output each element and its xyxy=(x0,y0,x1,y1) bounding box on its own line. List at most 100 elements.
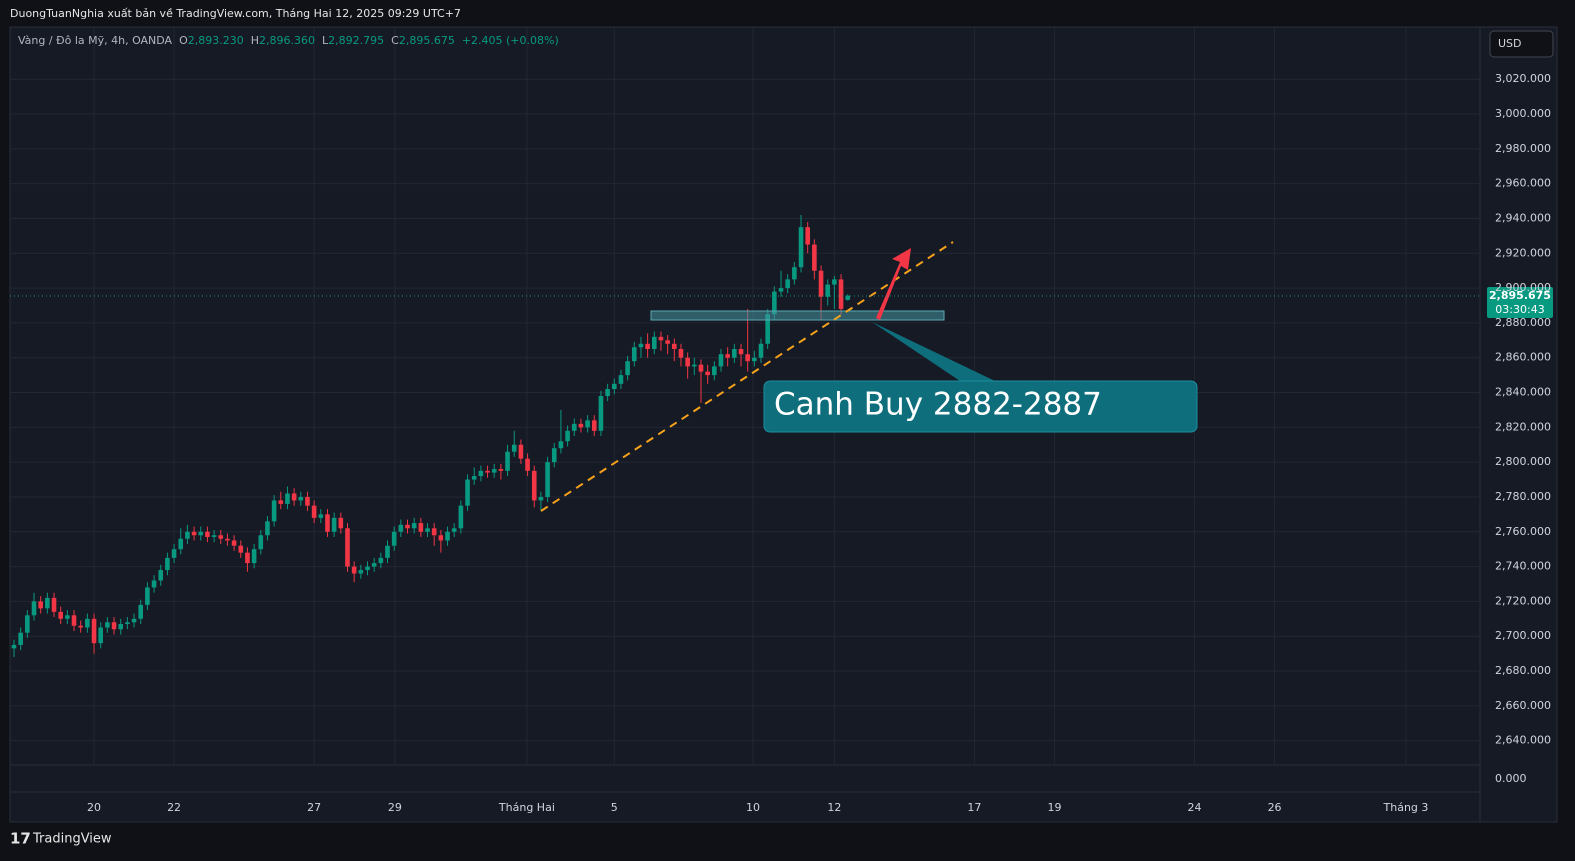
candle-body xyxy=(178,538,184,550)
callout-text: Canh Buy 2882-2887 xyxy=(774,387,1102,423)
x-tick-label: 19 xyxy=(1047,801,1061,814)
candle-body xyxy=(298,496,304,501)
candle-body xyxy=(198,531,204,536)
countdown: 03:30:43 xyxy=(1495,303,1544,316)
candle-body xyxy=(358,570,364,574)
y-tick-label: 2,880.000 xyxy=(1495,316,1551,329)
candle-body xyxy=(171,549,177,558)
y-tick-label: 2,860.000 xyxy=(1495,351,1551,364)
candle-body xyxy=(445,531,450,541)
x-tick-label: 29 xyxy=(388,801,402,814)
l-value: 2,892.795 xyxy=(328,34,385,47)
candle-body xyxy=(772,291,777,315)
candle-body xyxy=(265,521,270,536)
candle-body xyxy=(25,615,30,633)
candle-body xyxy=(211,535,217,537)
candle-body xyxy=(365,566,370,571)
y-tick-label: 2,780.000 xyxy=(1495,490,1551,503)
candle-body xyxy=(351,566,357,574)
candle-body xyxy=(98,627,104,644)
candle-body xyxy=(818,270,824,297)
candle-body xyxy=(438,535,444,541)
x-tick-label: Tháng Hai xyxy=(498,801,555,814)
candle-body xyxy=(138,604,144,619)
candle-body xyxy=(338,517,344,529)
candle-body xyxy=(545,462,550,497)
candle-body xyxy=(692,364,697,367)
candle-body xyxy=(405,524,410,529)
candle-body xyxy=(558,441,564,449)
last-price: 2,895.675 xyxy=(1489,289,1551,302)
candle-body xyxy=(431,528,437,536)
candle-body xyxy=(505,451,510,471)
candle-body xyxy=(391,531,397,546)
change: +2.405 (+0.08%) xyxy=(461,34,559,47)
candle-body xyxy=(578,423,584,428)
candle-body xyxy=(31,601,37,616)
candle-body xyxy=(118,624,124,630)
candle-body xyxy=(105,622,110,628)
candle-body xyxy=(638,343,644,348)
y-tick-label: 2,980.000 xyxy=(1495,142,1551,155)
x-tick-label: 24 xyxy=(1188,801,1202,814)
candle-body xyxy=(318,514,324,518)
candle-body xyxy=(732,349,737,358)
x-tick-label: 22 xyxy=(167,801,181,814)
x-tick-label: 17 xyxy=(967,801,981,814)
candle-body xyxy=(311,505,317,518)
candle-body xyxy=(258,535,264,550)
candle-body xyxy=(565,430,570,442)
candle-body xyxy=(11,644,17,649)
candle-body xyxy=(238,545,244,553)
y-tick-label: 3,000.000 xyxy=(1495,107,1551,120)
l-key: L xyxy=(322,34,329,47)
candle-body xyxy=(411,523,417,529)
o-value: 2,893.230 xyxy=(187,34,244,47)
candle-body xyxy=(271,500,277,522)
candle-body xyxy=(778,288,784,292)
y-tick-label: 2,680.000 xyxy=(1495,664,1551,677)
candle-body xyxy=(418,523,424,532)
c-value: 2,895.675 xyxy=(398,34,455,47)
candle-body xyxy=(371,563,377,567)
x-tick-label: 20 xyxy=(87,801,101,814)
candle-body xyxy=(718,354,724,367)
candle-body xyxy=(65,615,70,619)
candle-body xyxy=(518,444,524,459)
candle-body xyxy=(752,357,757,362)
currency-button[interactable] xyxy=(1489,30,1554,58)
buy-zone xyxy=(650,310,945,321)
symbol: Vàng / Đô la Mỹ, 4h, OANDA xyxy=(18,34,173,47)
candle-body xyxy=(465,479,470,506)
h-value: 2,896.360 xyxy=(259,34,316,47)
candle-body xyxy=(825,284,831,297)
candle-body xyxy=(598,396,604,431)
candle-body xyxy=(651,336,657,350)
y-tick-label: 2,660.000 xyxy=(1495,699,1551,712)
candle-body xyxy=(285,493,290,504)
c-key: C xyxy=(391,34,399,47)
callout-box xyxy=(763,380,1198,433)
candle-body xyxy=(685,357,690,367)
candle-body xyxy=(792,267,797,280)
candle-body xyxy=(832,279,837,285)
x-tick-label: 27 xyxy=(307,801,321,814)
candle-body xyxy=(605,389,610,396)
brand: TradingView xyxy=(32,832,112,847)
candle-body xyxy=(331,517,337,532)
candle-body xyxy=(625,361,630,376)
y-tick-label: 2,640.000 xyxy=(1495,734,1551,747)
candle-body xyxy=(678,349,684,358)
candle-body xyxy=(631,347,637,362)
candle-body xyxy=(491,469,497,473)
candle-body xyxy=(225,538,230,541)
candle-body xyxy=(325,514,330,532)
y-tick-label: 2,840.000 xyxy=(1495,386,1551,399)
currency[interactable]: USD xyxy=(1498,37,1522,50)
candle-body xyxy=(785,279,790,289)
y-tick-label: 2,800.000 xyxy=(1495,455,1551,468)
candle-body xyxy=(58,611,63,619)
candle-body xyxy=(471,476,477,480)
candle-body xyxy=(485,470,490,473)
